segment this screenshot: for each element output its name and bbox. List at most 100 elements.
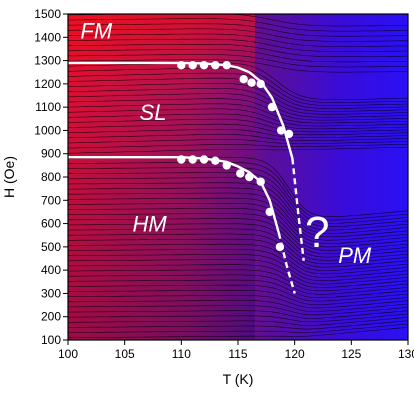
data-point xyxy=(177,60,186,70)
y-tick-label: 800 xyxy=(41,170,61,184)
contour-line xyxy=(68,223,408,261)
y-tick-label: 1200 xyxy=(34,77,61,91)
contour-line xyxy=(68,208,408,251)
y-tick-label: 500 xyxy=(41,240,61,254)
contour-line xyxy=(68,327,408,338)
contour-line xyxy=(68,269,408,292)
data-point xyxy=(276,126,286,135)
contour-line xyxy=(68,129,408,138)
contour-line xyxy=(68,59,408,73)
contour-line xyxy=(68,233,408,268)
contour-line xyxy=(68,317,408,326)
data-point xyxy=(239,75,248,84)
contour-line xyxy=(68,28,408,42)
contour-line xyxy=(68,98,408,121)
contour-line xyxy=(68,323,408,334)
contour-line xyxy=(68,320,408,330)
x-tick-label: 125 xyxy=(341,347,361,361)
contour-line xyxy=(68,264,408,288)
data-point xyxy=(199,155,209,164)
contour-line xyxy=(68,54,408,68)
x-tick-label: 105 xyxy=(115,347,135,361)
contour-line xyxy=(68,305,408,316)
contour-line xyxy=(68,162,408,221)
contour-line xyxy=(68,123,408,136)
data-point xyxy=(199,60,209,70)
y-axis-label: H (Oe) xyxy=(1,156,17,198)
y-tick-label: 400 xyxy=(41,263,61,277)
x-axis-label: T (K) xyxy=(223,371,254,387)
contour-line xyxy=(68,72,408,106)
contour-line xyxy=(68,177,408,231)
plot-area: FM SL HM PM? xyxy=(68,14,408,340)
contour-line xyxy=(68,18,408,32)
data-point xyxy=(188,60,197,70)
region-label: PM xyxy=(338,243,372,268)
contour-line xyxy=(68,187,408,238)
contour-line xyxy=(68,203,408,248)
contour-line xyxy=(68,83,408,112)
contour-line xyxy=(68,143,408,149)
contour-line xyxy=(68,300,408,312)
contour-line xyxy=(68,93,408,118)
data-point xyxy=(211,156,220,165)
axis-labels: T (K) H (Oe) xyxy=(1,156,253,387)
contour-line xyxy=(68,62,408,100)
y-tick-label: 1000 xyxy=(34,123,61,137)
y-tick-label: 700 xyxy=(41,193,61,207)
contour-line xyxy=(68,146,408,154)
data-point xyxy=(177,155,186,164)
y-tick-label: 100 xyxy=(41,333,61,347)
data-point xyxy=(256,79,265,89)
region-label: HM xyxy=(132,212,167,237)
y-tick-label: 300 xyxy=(41,286,61,300)
contour-line xyxy=(68,243,408,275)
contour-line xyxy=(68,310,408,319)
phase-boundary-line xyxy=(68,156,280,234)
y-tick-label: 1500 xyxy=(34,7,61,21)
region-label: SL xyxy=(140,100,167,125)
contour-line xyxy=(68,213,408,254)
contour-line xyxy=(68,259,408,285)
y-tick-label: 1400 xyxy=(34,30,61,44)
contour-line xyxy=(68,313,408,323)
y-tick-label: 200 xyxy=(41,310,61,324)
contour-line xyxy=(68,134,408,141)
contour-line xyxy=(68,108,408,127)
contour-line xyxy=(68,295,408,309)
contour-line xyxy=(68,49,408,63)
y-tick-label: 600 xyxy=(41,217,61,231)
contour-line xyxy=(68,139,408,144)
contour-line xyxy=(68,249,408,278)
data-point xyxy=(267,102,277,112)
heatmap-layer: FM SL HM PM? xyxy=(68,14,408,340)
contour-line xyxy=(68,192,408,241)
x-tick-label: 100 xyxy=(58,347,78,361)
x-tick-label: 120 xyxy=(285,347,305,361)
contour-line xyxy=(68,218,408,258)
x-tick-label: 110 xyxy=(172,347,191,361)
contour-line xyxy=(68,113,408,130)
contour-line xyxy=(68,279,408,298)
contour-line xyxy=(68,88,408,115)
data-point xyxy=(222,60,231,70)
contour-line xyxy=(68,38,408,52)
x-tick-label: 115 xyxy=(228,347,247,361)
data-point xyxy=(222,161,231,170)
contour-line xyxy=(68,103,408,124)
contour-line xyxy=(68,33,408,47)
contour-line xyxy=(68,197,408,244)
axes: 100 105 110 115 120 125 130 100 200 300 400 500 600 7… xyxy=(34,7,414,361)
contour-line xyxy=(68,238,408,271)
y-tick-label: 1300 xyxy=(34,54,61,68)
contour-line xyxy=(68,23,408,37)
data-point xyxy=(236,169,245,178)
contour-line xyxy=(68,274,408,295)
data-point xyxy=(211,60,220,70)
contour-line xyxy=(68,228,408,265)
y-tick-label: 900 xyxy=(41,147,61,161)
contour-line xyxy=(68,182,408,234)
phase-boundary-line xyxy=(291,158,305,261)
